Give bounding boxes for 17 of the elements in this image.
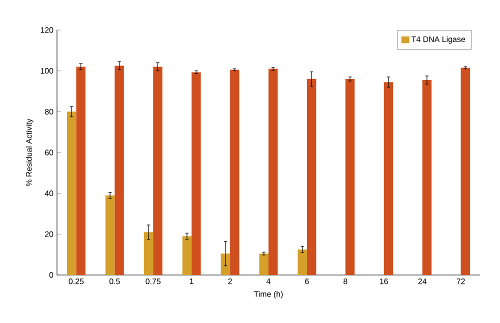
bar [114,66,124,275]
bar [67,112,76,275]
bar [144,232,154,275]
bar [306,79,316,275]
bar [384,82,394,275]
bar [268,68,278,275]
bar [192,72,201,275]
bar [105,195,115,275]
bar [230,70,240,275]
bar [259,254,269,275]
bar [182,236,192,275]
bar [422,80,432,275]
bar [460,68,470,275]
bar [76,66,86,275]
bar [298,249,307,275]
bar [153,66,162,275]
bar [345,79,355,275]
